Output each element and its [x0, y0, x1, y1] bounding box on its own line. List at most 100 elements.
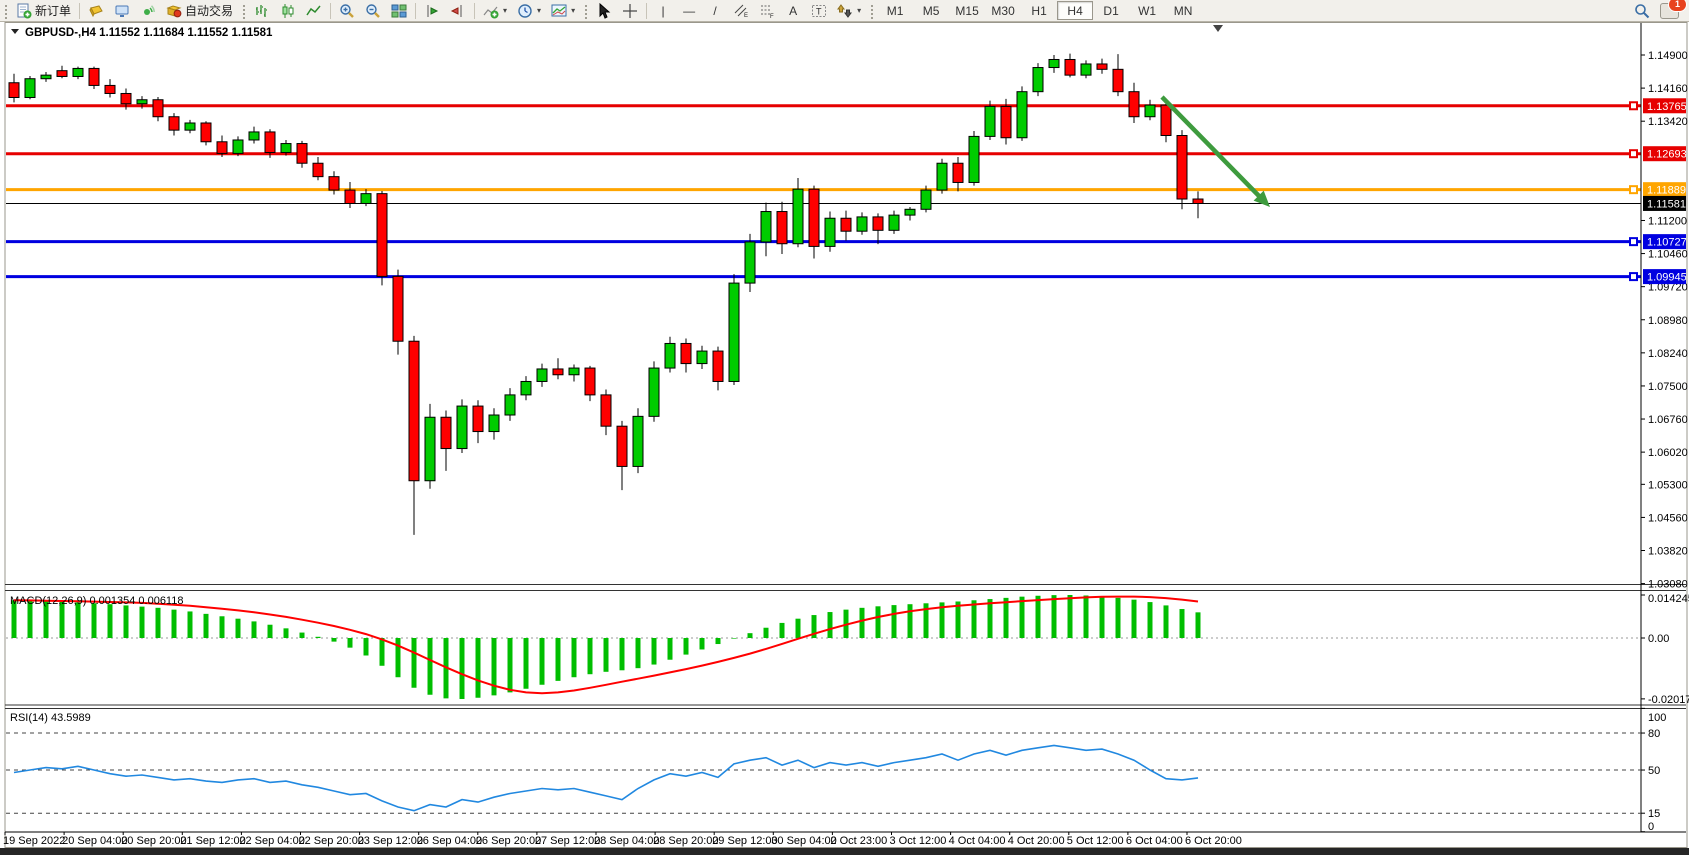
zoom-out-button[interactable] [360, 0, 386, 21]
text-tool-button[interactable]: A [780, 0, 806, 21]
horizontal-line-tool-button[interactable]: — [676, 0, 702, 21]
bear-candle-body [216, 141, 228, 154]
line-chart-icon [306, 5, 321, 15]
signals-icon [144, 4, 155, 15]
macd-panel: MACD(12,26,9) 0.001354 0.006118 0.014245 0… [6, 593, 1689, 706]
bull-candle-body [40, 74, 52, 80]
bull-candle-body [856, 216, 868, 232]
timeframe-button-mn[interactable]: MN [1173, 3, 1193, 18]
symbol-collapse-icon[interactable] [11, 29, 19, 34]
channel-tool-button[interactable]: E [728, 0, 754, 21]
level-line-handle[interactable] [1629, 149, 1638, 159]
indicators-button[interactable]: ▾ [478, 0, 512, 21]
cursor-tool-button[interactable] [591, 0, 617, 21]
timeframe-button-w1[interactable]: W1 [1138, 3, 1157, 18]
timeframe-button-m15[interactable]: M15 [955, 3, 979, 18]
candlestick-series [8, 53, 1204, 535]
arrows-dropdown-caret[interactable]: ▾ [857, 6, 862, 15]
bear-candle-body [104, 84, 116, 94]
toolbar-grip[interactable] [869, 2, 875, 19]
arrow-shaft [1160, 95, 1261, 198]
signals-button[interactable] [135, 0, 161, 21]
autotrading-label: 自动交易 [185, 4, 234, 18]
price-badge-label: 1.12693 [1647, 149, 1687, 161]
macd-axis-label: 0.014245 [1648, 593, 1689, 605]
line-chart-button[interactable] [301, 0, 327, 21]
arrows-tool-button[interactable]: ▾ [832, 0, 866, 21]
bear-candle-body [552, 368, 564, 376]
trend-arrow-annotation[interactable] [1160, 95, 1270, 207]
periods-button[interactable]: ▾ [512, 0, 546, 21]
price-axis[interactable]: 1.14900 1.14160 1.13420 1.11200 1.10460 1.097… [1641, 50, 1688, 591]
vertical-line-icon: | [661, 3, 665, 18]
chart-shift-marker[interactable] [1213, 25, 1223, 32]
bear-candle-body [1160, 104, 1172, 137]
auto-scroll-icon [427, 4, 439, 17]
crosshair-tool-button[interactable] [617, 0, 643, 21]
price-tick-label: 1.06760 [1648, 414, 1688, 426]
toolbar-grip[interactable] [583, 2, 589, 19]
notifications-button[interactable]: 1 [1660, 0, 1687, 19]
macd-axis-label: 0.00 [1648, 633, 1669, 645]
bull-candle-body [72, 67, 84, 77]
bear-candle-body [168, 116, 180, 131]
search-icon[interactable] [1634, 3, 1650, 19]
tile-windows-button[interactable] [386, 0, 412, 21]
zoom-in-button[interactable] [334, 0, 360, 21]
vertical-line-tool-button[interactable]: | [650, 0, 676, 21]
timeframe-button-m5[interactable]: M5 [922, 3, 940, 18]
indicators-dropdown-caret[interactable]: ▾ [503, 6, 508, 15]
price-tick-label: 1.03080 [1648, 579, 1688, 591]
bear-candle-body [616, 425, 628, 467]
autotrading-button[interactable]: 自动交易 [161, 0, 238, 21]
price-tick-label: 1.14160 [1648, 83, 1688, 95]
trendline-tool-button[interactable]: / [702, 0, 728, 21]
deposit-button[interactable] [83, 0, 109, 21]
toolbar-grip[interactable] [241, 2, 247, 19]
time-tick-label: 28 Sep 20:00 [653, 835, 718, 847]
time-tick-label: 4 Oct 20:00 [1008, 835, 1065, 847]
hosting-button[interactable] [109, 0, 135, 21]
periods-dropdown-caret[interactable]: ▾ [537, 6, 542, 15]
horizontal-line-icon: — [683, 3, 696, 18]
rsi-panel: RSI(14) 43.5989 100 80 50 150 [6, 707, 1666, 833]
timeframe-button-d1[interactable]: D1 [1103, 3, 1119, 18]
level-line-handle[interactable] [1629, 237, 1638, 247]
bar-chart-button[interactable] [249, 0, 275, 21]
level-line-handle[interactable] [1629, 101, 1638, 111]
timeframe-button-m1[interactable]: M1 [886, 3, 904, 18]
bear-candle-body [1000, 105, 1012, 139]
timeframe-button-m30[interactable]: M30 [991, 3, 1015, 18]
price-badge-label: 1.13765 [1647, 101, 1687, 113]
svg-text:E: E [744, 13, 748, 19]
templates-dropdown-caret[interactable]: ▾ [571, 6, 576, 15]
new-order-button[interactable]: 新订单 [11, 0, 76, 21]
candle-chart-button[interactable] [275, 0, 301, 21]
text-label-tool-button[interactable]: T [806, 0, 832, 21]
timeframe-button-h1[interactable]: H1 [1031, 3, 1047, 18]
bull-candle-body [744, 241, 756, 284]
chart-shift-button[interactable] [445, 0, 471, 21]
templates-button[interactable]: ▾ [546, 0, 580, 21]
fibonacci-tool-button[interactable]: F [754, 0, 780, 21]
autotrading-icon [166, 4, 182, 17]
price-chart-canvas[interactable]: 1.14900 1.14160 1.13420 1.11200 1.10460 1.097… [0, 22, 1689, 848]
price-tick-label: 1.13420 [1648, 116, 1688, 128]
toolbar-grip[interactable] [3, 2, 8, 19]
price-badge [1643, 234, 1686, 250]
level-line-handle[interactable] [1629, 185, 1638, 195]
templates-icon [551, 4, 567, 16]
price-tick-label: 1.09720 [1648, 282, 1688, 294]
time-tick-label: 22 Sep 04:00 [239, 835, 304, 847]
bull-candle-body [664, 342, 676, 369]
rsi-axis-label: 100 [1648, 712, 1666, 724]
bull-candle-body [248, 131, 260, 141]
auto-scroll-button[interactable] [419, 0, 445, 21]
price-tick-label: 1.14900 [1648, 50, 1688, 62]
timeframe-button-h4[interactable]: H4 [1057, 1, 1094, 20]
bear-candle-body [712, 350, 724, 382]
bear-candle-body [376, 193, 388, 277]
time-tick-label: 23 Sep 12:00 [358, 835, 423, 847]
level-line-handle[interactable] [1629, 272, 1638, 282]
